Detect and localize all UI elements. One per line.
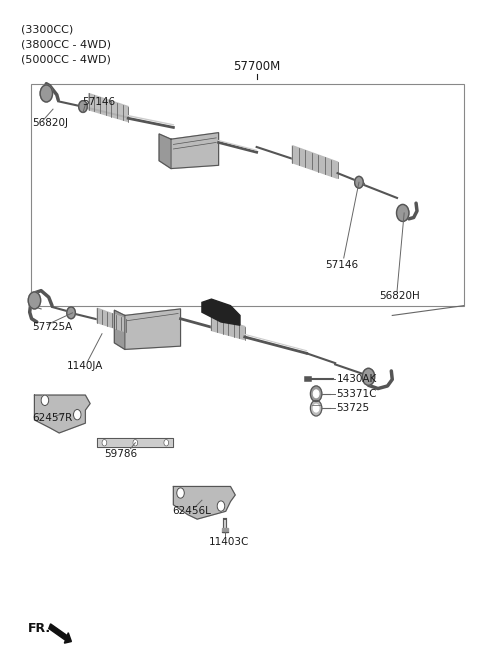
Polygon shape	[202, 299, 240, 325]
Text: (3800CC - 4WD): (3800CC - 4WD)	[21, 40, 111, 50]
Text: 57146: 57146	[82, 97, 115, 107]
Text: 1430AK: 1430AK	[336, 374, 377, 384]
Circle shape	[79, 101, 87, 112]
Text: 56820J: 56820J	[32, 118, 68, 128]
Text: 59786: 59786	[104, 449, 137, 459]
Circle shape	[177, 487, 184, 498]
Text: 57146: 57146	[325, 260, 359, 269]
Text: 53371C: 53371C	[336, 389, 377, 399]
Polygon shape	[173, 486, 235, 519]
Circle shape	[102, 440, 107, 446]
Bar	[31, 83, 464, 306]
Circle shape	[28, 292, 41, 309]
Text: (3300CC): (3300CC)	[21, 25, 73, 35]
Circle shape	[311, 386, 322, 401]
Circle shape	[313, 390, 319, 397]
Text: 11403C: 11403C	[209, 537, 250, 547]
Polygon shape	[97, 308, 126, 332]
Text: 62456L: 62456L	[172, 507, 211, 516]
Polygon shape	[114, 310, 125, 350]
Circle shape	[217, 501, 225, 511]
Text: FR.: FR.	[28, 622, 51, 635]
Bar	[222, 528, 228, 532]
Circle shape	[164, 440, 168, 446]
Polygon shape	[125, 309, 180, 350]
Text: 53725: 53725	[336, 403, 370, 413]
Polygon shape	[171, 133, 218, 169]
Polygon shape	[35, 395, 90, 433]
Circle shape	[396, 204, 409, 221]
Text: 56820H: 56820H	[379, 291, 420, 301]
Polygon shape	[97, 438, 173, 447]
Polygon shape	[89, 93, 128, 122]
Circle shape	[313, 404, 319, 412]
Circle shape	[133, 440, 138, 446]
Circle shape	[40, 85, 52, 102]
Text: 1140JA: 1140JA	[66, 361, 103, 371]
FancyArrow shape	[49, 624, 72, 643]
Text: (5000CC - 4WD): (5000CC - 4WD)	[21, 55, 111, 65]
Polygon shape	[212, 316, 245, 340]
Circle shape	[67, 307, 75, 319]
Circle shape	[41, 395, 48, 405]
Circle shape	[73, 409, 81, 420]
Polygon shape	[159, 134, 171, 169]
Circle shape	[362, 369, 375, 385]
Polygon shape	[292, 146, 337, 178]
Text: 57725A: 57725A	[32, 321, 72, 332]
Text: 62457R: 62457R	[32, 413, 72, 423]
Circle shape	[355, 176, 363, 188]
Circle shape	[311, 400, 322, 416]
Text: 57700M: 57700M	[233, 60, 280, 72]
